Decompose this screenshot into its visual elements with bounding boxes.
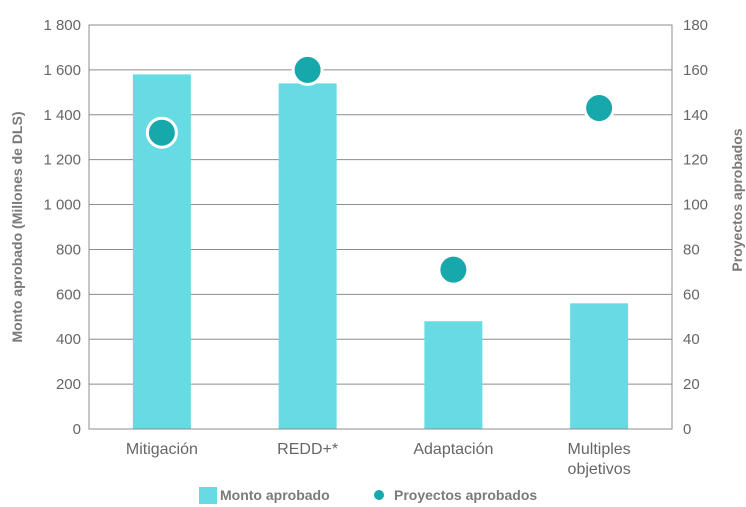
y-tick-label: 1 800 (43, 17, 81, 34)
y2-tick-label: 100 (683, 197, 708, 214)
scatter-point (437, 253, 470, 286)
scatter-series (145, 53, 616, 286)
x-category-label: Multiples objetivos (568, 441, 631, 478)
y-tick-label: 600 (56, 286, 81, 303)
y2-axis-title: Proyectos aprobados (729, 128, 745, 271)
y2-tick-label: 140 (683, 107, 708, 124)
bar-series (132, 74, 629, 429)
y2-tick-label: 0 (683, 421, 691, 438)
bar (570, 303, 629, 429)
plot-frame (88, 24, 673, 430)
legend-label-bar: Monto aprobado (220, 487, 330, 503)
y2-tick-label: 120 (683, 152, 708, 169)
legend-swatch-dot (374, 490, 384, 500)
y2-tick-label: 60 (683, 286, 700, 303)
y-tick-label: 800 (56, 241, 81, 258)
y-tick-label: 1 400 (43, 107, 81, 124)
x-axis-categories: Mitigación REDD+* Adaptación Multiples objet… (126, 441, 631, 478)
y2-tick-label: 40 (683, 331, 700, 348)
scatter-point (145, 116, 178, 149)
y2-tick-label: 80 (683, 241, 700, 258)
bar (278, 83, 337, 429)
y-tick-label: 400 (56, 331, 81, 348)
y-axis-title: Monto aprobado (Millones de DLS) (9, 112, 25, 343)
y2-tick-label: 160 (683, 62, 708, 79)
scatter-point (291, 53, 324, 86)
legend-swatch-bar (199, 487, 217, 504)
scatter-point (583, 92, 616, 125)
y-tick-label: 1 600 (43, 62, 81, 79)
bar (424, 321, 483, 429)
y2-tick-label: 20 (683, 376, 700, 393)
y-tick-label: 1 200 (43, 152, 81, 169)
right-axis-ticks: 0 20 40 60 80 100 120 140 160 180 (683, 17, 708, 438)
y-tick-label: 1 000 (43, 197, 81, 214)
y-tick-label: 200 (56, 376, 81, 393)
x-category-label: Mitigación (126, 441, 198, 458)
x-category-label: REDD+* (277, 441, 338, 458)
y-tick-label: 0 (73, 421, 81, 438)
legend-label-dot: Proyectos aprobados (394, 487, 537, 503)
left-axis-ticks: 0 200 400 600 800 1 000 1 200 1 400 1 600 1 800 (43, 17, 81, 438)
y2-tick-label: 180 (683, 17, 708, 34)
legend: Monto aprobado Proyectos aprobados (199, 487, 537, 504)
x-category-label: Adaptación (413, 441, 493, 458)
